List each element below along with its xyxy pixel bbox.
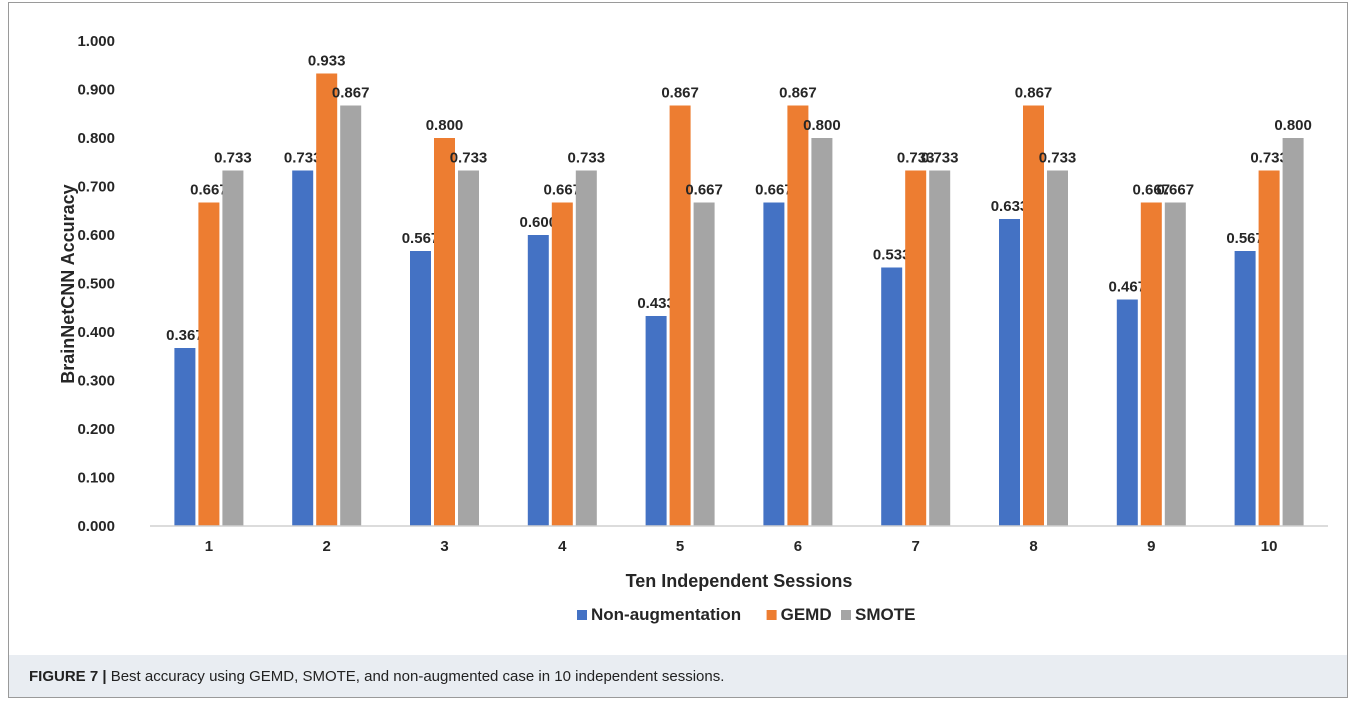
bar xyxy=(1023,105,1044,526)
y-tick-labels: 0.000 0.100 0.200 0.300 0.400 0.500 0.600 0.700… xyxy=(77,33,115,535)
bar xyxy=(763,202,785,526)
data-label: 0.367 xyxy=(166,327,204,344)
data-label: 0.667 xyxy=(1157,182,1195,199)
bar xyxy=(999,218,1020,526)
data-label: 0.867 xyxy=(661,85,699,102)
data-label: 0.533 xyxy=(873,246,911,263)
data-label: 0.733 xyxy=(921,149,959,166)
figure-caption-lead: FIGURE 7 | xyxy=(29,668,107,685)
bar xyxy=(1140,202,1162,526)
bar xyxy=(693,202,715,526)
x-tick-label: 10 xyxy=(1261,538,1278,555)
bar xyxy=(174,348,196,526)
bar xyxy=(1047,170,1068,526)
data-label: 0.667 xyxy=(1133,182,1171,199)
data-label: 0.467 xyxy=(1109,279,1147,296)
data-label: 0.733 xyxy=(897,149,935,166)
x-tick-label: 8 xyxy=(1029,538,1037,555)
y-tick-label: 1.000 xyxy=(77,33,115,50)
legend-swatch xyxy=(577,610,587,620)
data-label: 0.667 xyxy=(190,182,228,199)
data-label: 0.733 xyxy=(214,149,252,166)
bar-chart: BrainNetCNN Accuracy Ten Independent Ses… xyxy=(58,33,1328,624)
x-tick-label: 7 xyxy=(912,538,920,555)
bar xyxy=(575,170,597,526)
x-tick-label: 1 xyxy=(205,538,213,555)
x-tick-label: 2 xyxy=(323,538,331,555)
data-label: 0.633 xyxy=(991,198,1029,215)
figure-caption-text: Best accuracy using GEMD, SMOTE, and non… xyxy=(106,668,725,685)
bar xyxy=(929,170,951,526)
figure-caption: FIGURE 7 | Best accuracy using GEMD, SMO… xyxy=(29,668,724,685)
data-label: 0.733 xyxy=(450,149,488,166)
y-tick-label: 0.800 xyxy=(77,130,115,147)
bar xyxy=(410,251,431,526)
bar xyxy=(292,170,314,526)
bar xyxy=(881,267,903,526)
bar xyxy=(527,235,549,526)
data-label: 0.600 xyxy=(520,214,558,231)
y-tick-label: 0.100 xyxy=(77,470,115,487)
data-label: 0.567 xyxy=(1226,230,1264,247)
data-label: 0.567 xyxy=(402,230,440,247)
bar xyxy=(1116,299,1138,526)
data-label: 0.867 xyxy=(779,85,817,102)
legend: Non-augmentation GEMD SMOTE xyxy=(577,605,915,624)
x-axis-title: Ten Independent Sessions xyxy=(626,571,853,591)
bar xyxy=(340,105,362,526)
data-label: 0.733 xyxy=(1039,149,1077,166)
bar xyxy=(551,202,573,526)
bar xyxy=(905,170,927,526)
data-label: 0.733 xyxy=(1250,149,1288,166)
y-tick-label: 0.600 xyxy=(77,227,115,244)
bar xyxy=(787,105,809,526)
data-label: 0.667 xyxy=(685,182,723,199)
data-label: 0.800 xyxy=(426,117,464,134)
data-label: 0.433 xyxy=(637,295,675,312)
x-tick-label: 6 xyxy=(794,538,802,555)
bar xyxy=(1234,251,1256,526)
bar xyxy=(222,170,244,526)
x-tick-label: 3 xyxy=(440,538,448,555)
legend-label: Non-augmentation xyxy=(591,605,741,624)
y-tick-label: 0.000 xyxy=(77,518,115,535)
bar xyxy=(316,73,338,527)
legend-swatch xyxy=(766,610,777,620)
caption-bar: FIGURE 7 | Best accuracy using GEMD, SMO… xyxy=(8,655,1348,698)
y-tick-label: 0.300 xyxy=(77,373,115,390)
y-tick-label: 0.900 xyxy=(77,82,115,99)
data-label: 0.800 xyxy=(803,117,841,134)
data-label: 0.733 xyxy=(284,149,322,166)
bar xyxy=(434,138,455,526)
x-tick-label: 9 xyxy=(1147,538,1155,555)
data-label: 0.867 xyxy=(332,85,370,102)
legend-label: SMOTE xyxy=(855,605,915,624)
y-tick-label: 0.400 xyxy=(77,324,115,341)
data-label: 0.867 xyxy=(1015,85,1053,102)
bar xyxy=(1282,138,1304,526)
bar xyxy=(1164,202,1186,526)
data-label: 0.667 xyxy=(755,182,793,199)
legend-label: GEMD xyxy=(781,605,832,624)
y-tick-label: 0.700 xyxy=(77,179,115,196)
bar xyxy=(198,202,220,526)
x-tick-labels: 1 2 3 4 5 6 7 8 9 10 xyxy=(205,538,1278,555)
y-tick-label: 0.500 xyxy=(77,276,115,293)
legend-swatch xyxy=(841,610,851,620)
bar xyxy=(1258,170,1280,526)
bar xyxy=(669,105,691,526)
bar xyxy=(645,315,667,526)
data-label: 0.800 xyxy=(1274,117,1312,134)
data-label: 0.667 xyxy=(544,182,582,199)
data-label: 0.933 xyxy=(308,52,346,69)
x-tick-label: 5 xyxy=(676,538,684,555)
bar xyxy=(458,170,479,526)
y-axis-title: BrainNetCNN Accuracy xyxy=(58,184,78,383)
data-label: 0.733 xyxy=(568,149,606,166)
y-tick-label: 0.200 xyxy=(77,421,115,438)
bar xyxy=(811,138,833,526)
x-tick-label: 4 xyxy=(558,538,567,555)
